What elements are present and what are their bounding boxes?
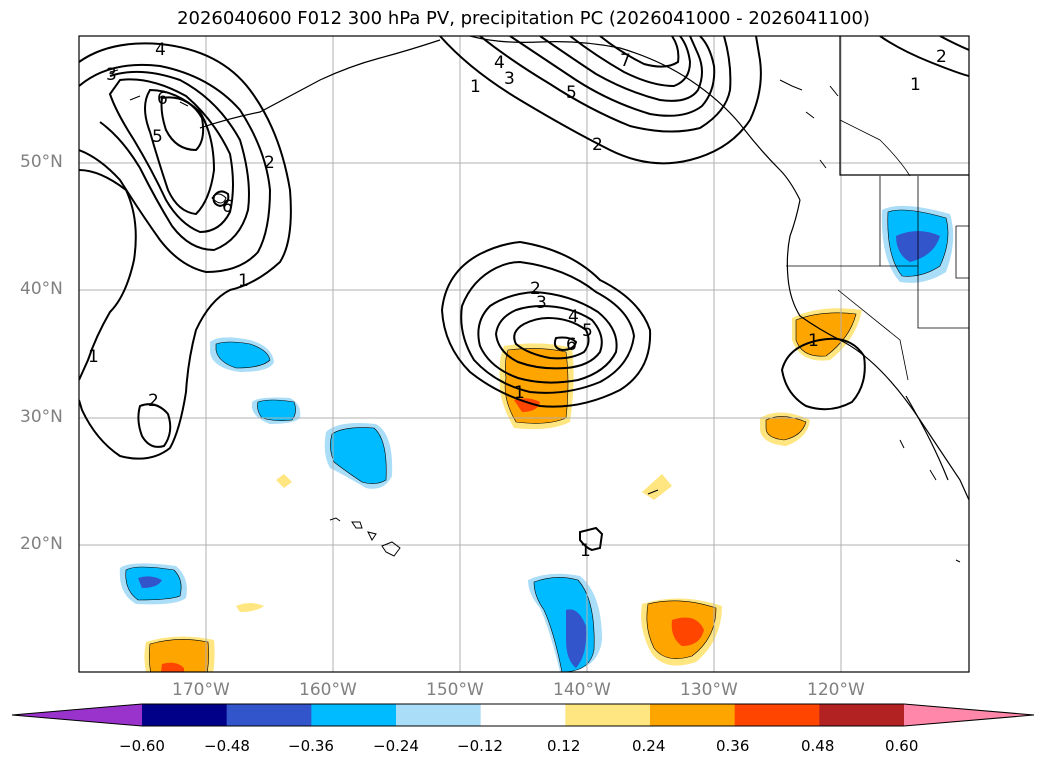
contour-label: 1: [88, 347, 99, 367]
colorbar-swatch: [311, 704, 397, 726]
colorbar-swatch: [480, 704, 566, 726]
colorbar-label: −0.36: [288, 737, 334, 755]
contour-label: 1: [910, 75, 921, 95]
colorbar-label: −0.60: [119, 737, 165, 755]
contour-label: 3: [106, 65, 117, 85]
lat-tick: 40°N: [20, 279, 63, 299]
contour-label: 2: [530, 279, 541, 299]
precip-positive-blob: [276, 474, 292, 488]
contour-label: 1: [470, 77, 481, 97]
contour-label: 1: [238, 271, 249, 291]
contour-label: 4: [155, 40, 166, 60]
colorbar-swatch: [734, 704, 820, 726]
colorbar-swatch: [650, 704, 736, 726]
colorbar-extend-min: [12, 704, 142, 726]
contour-label: 7: [620, 51, 631, 71]
colorbar-label: −0.24: [373, 737, 419, 755]
lat-tick: 30°N: [20, 407, 63, 427]
precip-positive-blob: [642, 474, 672, 500]
contour-label: 2: [592, 135, 603, 155]
colorbar-swatch: [819, 704, 905, 726]
colorbar-label: −0.12: [457, 737, 503, 755]
lon-tick: 130°W: [680, 680, 738, 700]
contour-label: 5: [152, 127, 163, 147]
contour-label: 1: [808, 331, 819, 351]
contour-label: 6: [566, 335, 577, 355]
colorbar-swatch: [142, 704, 228, 726]
contour-label: 3: [536, 293, 547, 313]
lon-tick: 160°W: [299, 680, 357, 700]
lat-tick: 50°N: [20, 152, 63, 172]
colorbar-label: 0.60: [885, 737, 919, 755]
colorbar-label: 0.24: [632, 737, 666, 755]
lon-tick: 120°W: [807, 680, 865, 700]
lat-tick: 20°N: [20, 534, 63, 554]
colorbar-swatch: [396, 704, 482, 726]
map-title: 2026040600 F012 300 hPa PV, precipitatio…: [177, 8, 870, 29]
contour-label: 2: [264, 153, 275, 173]
contour-label: 1: [580, 541, 591, 561]
colorbar-label: 0.12: [547, 737, 581, 755]
map-plot-area: 4 6 5 3 2 6 1 1 2 4 3 1 5 7 2 2 1 2 3 4 …: [79, 36, 969, 672]
contour-labels: 4 6 5 3 2 6 1 1 2 4 3 1 5 7 2 2 1 2 3 4 …: [88, 40, 947, 561]
contour-label: 6: [222, 197, 233, 217]
lon-tick: 150°W: [426, 680, 484, 700]
colorbar-swatch: [565, 704, 651, 726]
colorbar-label: 0.36: [716, 737, 750, 755]
pv-contours: [79, 36, 969, 552]
map-frame: [78, 35, 970, 673]
coastlines: [109, 36, 969, 563]
contour-label: 5: [566, 83, 577, 103]
colorbar-extend-max: [904, 704, 1034, 726]
contour-label: 6: [157, 89, 168, 109]
precip-positive-blob: [236, 603, 264, 612]
contour-label: 4: [494, 53, 505, 73]
contour-label: 5: [582, 321, 593, 341]
contour-label: 3: [504, 69, 515, 89]
colorbar-label: −0.48: [204, 737, 250, 755]
lon-tick: 140°W: [553, 680, 611, 700]
contour-label: 1: [514, 383, 525, 403]
contour-label: 2: [148, 391, 159, 411]
contour-label: 4: [568, 307, 579, 327]
colorbar-label: 0.48: [801, 737, 835, 755]
precip-shading: [119, 205, 954, 672]
lon-tick: 170°W: [172, 680, 230, 700]
colorbar-swatch: [226, 704, 312, 726]
colorbar: [11, 703, 1035, 727]
colorbar-outline: [11, 703, 1035, 727]
graticule: [79, 36, 969, 672]
contour-label: 2: [936, 47, 947, 67]
